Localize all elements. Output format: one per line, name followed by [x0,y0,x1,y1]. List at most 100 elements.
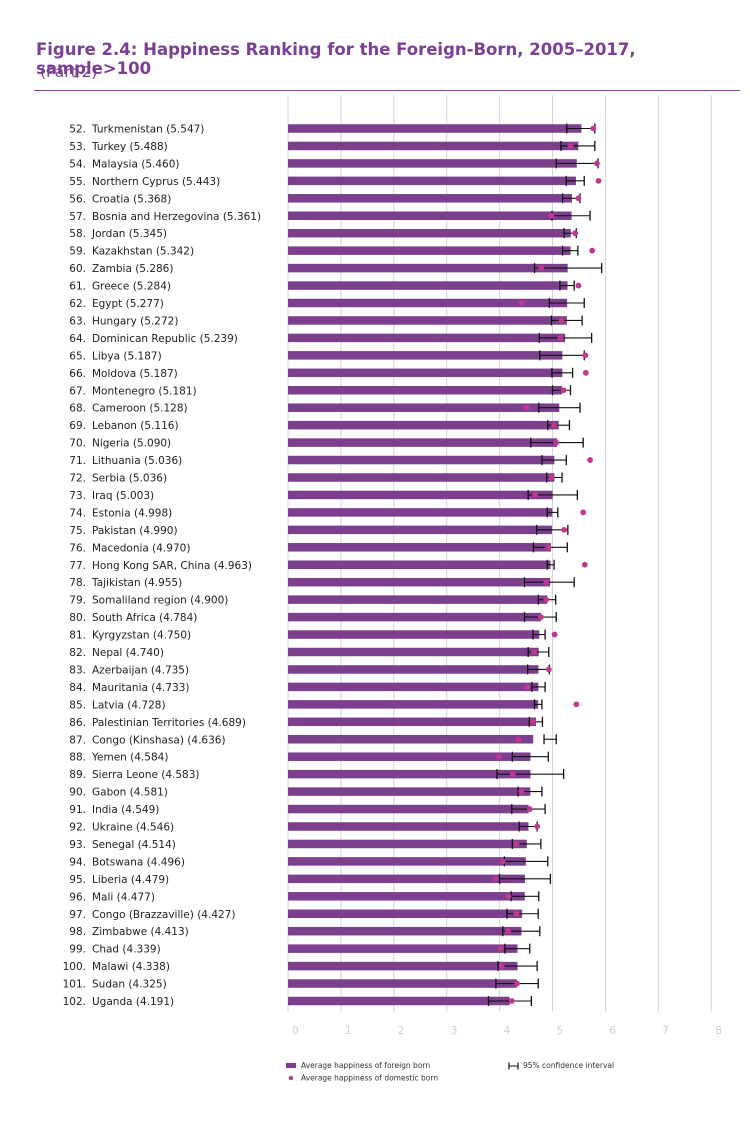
foreign-born-bar [288,543,551,552]
rank-number: 91. [69,804,86,816]
foreign-born-bar [288,577,551,587]
foreign-born-bar [288,839,527,849]
domestic-born-dot [499,858,506,865]
x-tick-label: 4 [504,1025,511,1037]
domestic-born-dot [515,736,522,743]
country-label: Nepal (4.740) [92,647,164,659]
rank-number: 84. [69,682,86,694]
foreign-born-bar [288,351,563,360]
domestic-born-dot [545,666,552,673]
country-label: Latvia (4.728) [92,699,166,711]
domestic-born-dot [538,265,545,271]
country-label: Jordan (5.345) [91,228,167,240]
country-label: Dominican Republic (5.239) [92,333,238,345]
domestic-born-dot [530,718,536,725]
foreign-born-bar [288,612,542,622]
x-tick-label: 0 [292,1025,299,1037]
rank-number: 102. [63,996,86,1008]
country-label: Zimbabwe (4.413) [92,926,189,938]
domestic-born-dot [496,753,502,760]
foreign-born-bar [288,787,531,796]
foreign-born-bar [288,874,525,884]
domestic-born-dot [548,212,555,219]
foreign-born-bar [288,159,577,168]
foreign-born-bar [288,263,568,273]
country-label: Hong Kong SAR, China (4.963) [92,560,252,572]
domestic-born-dot [492,875,499,882]
foreign-born-bar [288,700,539,709]
country-label: Tajikistan (4.955) [91,577,182,589]
rank-number: 76. [69,542,86,554]
foreign-born-bar [288,473,555,482]
foreign-born-bar [288,246,571,255]
country-label: Zambia (5.286) [92,263,173,275]
foreign-born-bar [288,386,563,395]
foreign-born-bar [288,124,582,133]
domestic-born-dot [534,823,541,830]
foreign-born-bar [288,595,548,604]
foreign-born-bar [288,455,555,465]
domestic-born-dot [513,841,520,847]
country-label: Croatia (5.368) [92,193,171,205]
foreign-born-bar [288,961,518,971]
x-tick-label: 7 [662,1025,669,1037]
title-divider [34,90,740,91]
country-label: Montenegro (5.181) [92,385,197,397]
foreign-born-bar [288,368,563,378]
country-label: Ukraine (4.546) [92,822,174,834]
domestic-born-dot [551,631,558,638]
x-tick-label: 3 [451,1025,458,1037]
rank-number: 63. [69,315,86,327]
rank-number: 98. [69,926,86,938]
rank-number: 95. [69,874,86,886]
rank-number: 72. [69,473,86,485]
country-label: Lithuania (5.036) [92,455,182,467]
country-label: Palestinian Territories (4.689) [92,717,246,729]
domestic-born-dot [548,474,555,481]
foreign-born-bar [288,281,568,290]
country-label: Turkmenistan (5.547) [91,124,204,136]
rank-number: 81. [69,630,86,642]
country-label: Sierra Leone (4.583) [92,769,200,781]
domestic-born-dot [509,771,516,778]
rank-number: 61. [69,281,86,293]
rank-number: 64. [69,333,86,345]
x-tick-label: 6 [609,1025,616,1037]
rank-number: 70. [69,438,86,450]
domestic-born-dot [537,614,544,620]
country-label: Nigeria (5.090) [92,438,171,450]
country-label: Sudan (4.325) [92,979,167,991]
foreign-born-bar [288,735,534,744]
country-label: India (4.549) [92,804,159,816]
country-label: Botswana (4.496) [92,856,185,868]
country-label: Iraq (5.003) [92,490,154,502]
country-label: Kazakhstan (5.342) [92,246,194,258]
foreign-born-bar [288,560,551,569]
x-tick-label: 2 [398,1025,405,1037]
foreign-born-bar [288,438,558,447]
foreign-born-bar [288,752,531,761]
country-label: Congo (Brazzaville) (4.427) [92,909,235,921]
country-label: Yemen (4.584) [91,752,168,764]
x-tick-label: 8 [715,1025,722,1037]
domestic-born-dot [581,561,588,568]
x-tick-label: 5 [557,1025,564,1037]
foreign-born-bar [288,857,526,866]
domestic-born-dot [582,352,589,359]
domestic-born-dot [518,300,525,306]
rank-number: 86. [69,717,86,729]
country-label: Egypt (5.277) [92,298,164,310]
foreign-born-bar [288,176,576,186]
domestic-born-dot [543,579,550,586]
domestic-born-dot [497,945,504,952]
rank-number: 85. [69,699,86,711]
foreign-born-bar [288,804,529,814]
figure-subtitle: (Part 2) [40,63,98,81]
country-label: Uganda (4.191) [92,996,174,1008]
foreign-born-bar [288,525,552,535]
country-label: Hungary (5.272) [92,315,178,327]
domestic-born-dot [505,893,512,900]
domestic-born-dot [587,457,593,463]
rank-number: 52. [69,124,86,136]
